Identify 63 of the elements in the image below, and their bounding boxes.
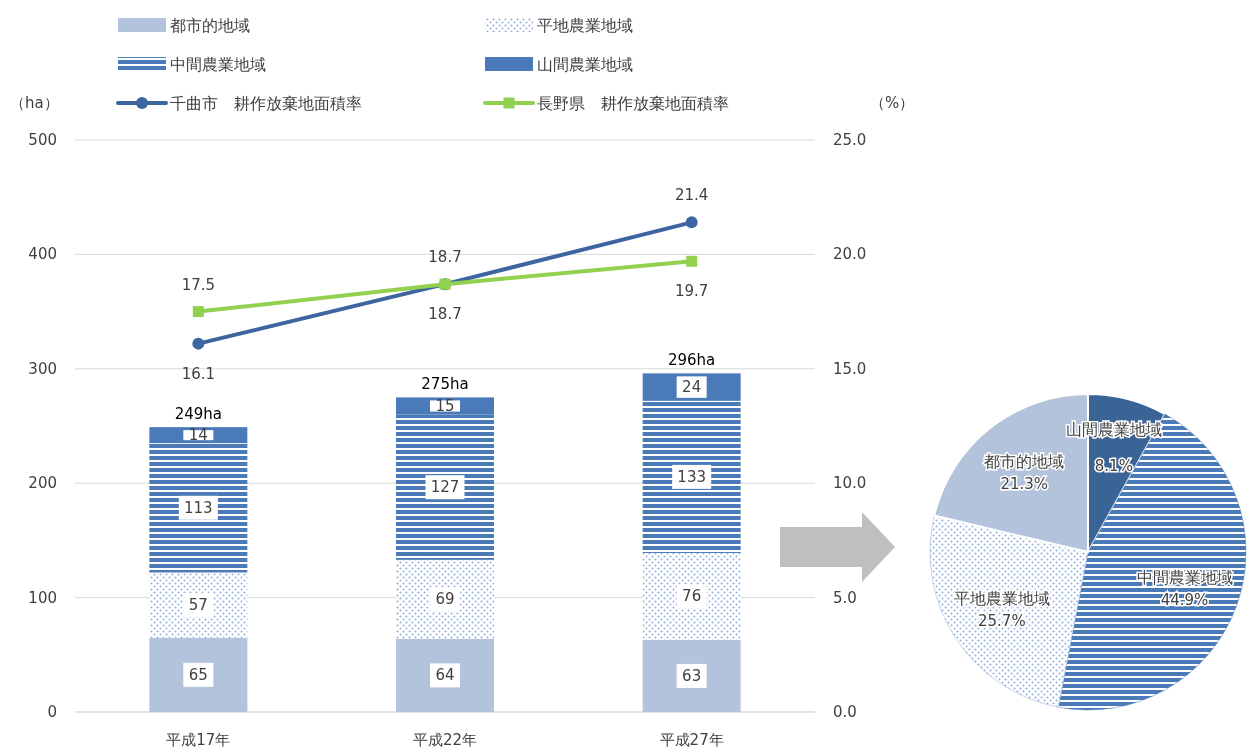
point — [192, 306, 204, 318]
legend-label: 千曲市 耕作放棄地面積率 — [170, 94, 362, 113]
data-label: 16.1 — [181, 364, 216, 383]
slice-label: 都市的地域 — [984, 452, 1065, 472]
total-label: 296ha — [667, 351, 716, 370]
total-label: 275ha — [421, 375, 469, 394]
y-tick-label: 100 — [28, 588, 57, 607]
legend-label: 長野県 耕作放棄地面積率 — [537, 94, 729, 113]
data-label: 18.7 — [428, 248, 462, 267]
y2-tick-label: 25.0 — [833, 131, 867, 149]
data-label: 18.7 — [428, 305, 462, 324]
point — [192, 337, 205, 350]
slice-label: 平地農業地域 — [953, 588, 1050, 608]
y2-tick-label: 20.0 — [833, 245, 867, 264]
data-label: 65 — [188, 665, 208, 684]
y-tick-label: 500 — [28, 131, 57, 149]
legend-label: 中間農業地域 — [170, 55, 266, 74]
legend-label: 平地農業地域 — [537, 16, 633, 35]
y2-tick-label: 0.0 — [833, 703, 857, 721]
y-tick-label: 400 — [28, 245, 57, 264]
legend-label: 都市的地域 — [170, 16, 250, 35]
data-label: 63 — [682, 666, 702, 685]
bar — [149, 443, 248, 573]
y-tick-label: 0 — [47, 703, 57, 721]
data-label: 17.5 — [181, 275, 216, 294]
data-label: 21.3% — [1000, 475, 1049, 494]
data-label: 69 — [435, 590, 455, 609]
data-label: 19.7 — [674, 282, 709, 301]
bar — [642, 552, 741, 640]
bar — [149, 572, 248, 638]
bar — [396, 559, 494, 639]
y-axis-title: （ha） — [10, 94, 59, 112]
data-label: 127 — [430, 478, 460, 497]
data-label: 8.1% — [1094, 456, 1133, 475]
bar — [396, 414, 494, 560]
bar — [642, 639, 741, 712]
y2-tick-label: 10.0 — [833, 474, 867, 493]
legend-label: 山間農業地域 — [537, 55, 633, 74]
data-label: 64 — [435, 666, 455, 685]
bar — [642, 400, 741, 553]
y2-tick-label: 15.0 — [833, 359, 867, 378]
x-tick-label: 平成22年 — [412, 731, 478, 749]
y-tick-label: 300 — [28, 359, 57, 378]
data-label: 24 — [682, 378, 702, 397]
point — [686, 255, 698, 267]
slice-label: 中間農業地域 — [1136, 568, 1233, 588]
y2-tick-label: 5.0 — [833, 588, 857, 607]
total-label: 249ha — [174, 405, 223, 424]
data-label: 15 — [435, 396, 455, 415]
data-label: 25.7% — [977, 611, 1026, 630]
data-label: 113 — [184, 498, 213, 517]
data-label: 133 — [677, 467, 706, 486]
data-label: 76 — [682, 587, 702, 606]
data-label: 57 — [188, 596, 208, 615]
x-tick-label: 平成17年 — [166, 731, 231, 749]
point — [685, 216, 698, 229]
data-label: 21.4 — [674, 186, 709, 205]
data-label: 14 — [188, 426, 208, 445]
y2-axis-title: （%） — [870, 94, 915, 112]
x-tick-label: 平成27年 — [659, 731, 724, 749]
bar — [396, 638, 494, 712]
y-tick-label: 200 — [28, 474, 57, 493]
bar — [149, 637, 248, 712]
